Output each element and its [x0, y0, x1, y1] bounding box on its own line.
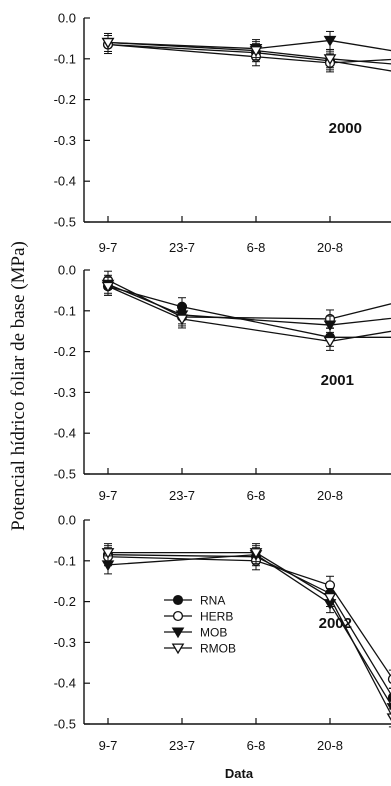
x-tick-label: 6-8	[247, 738, 266, 753]
data-point	[101, 281, 115, 293]
x-tick-label: 23-7	[169, 240, 195, 255]
x-tick-label: 20-8	[317, 240, 343, 255]
data-point	[387, 674, 391, 684]
panel-year-label: 2002	[319, 615, 352, 632]
legend-label: MOB	[200, 626, 227, 640]
data-point	[101, 37, 115, 49]
y-tick-label: -0.2	[54, 344, 76, 359]
x-tick-label: 6-8	[247, 488, 266, 503]
y-tick-label: -0.2	[54, 92, 76, 107]
x-tick-label: 23-7	[169, 738, 195, 753]
data-point	[323, 336, 337, 348]
series-rna-2001	[102, 276, 391, 347]
x-tick-label: 9-7	[99, 488, 118, 503]
series-line	[108, 551, 391, 716]
panel-2002: 0.0-0.1-0.2-0.3-0.4-0.59-723-76-820-83-9…	[54, 513, 391, 753]
x-tick-label: 20-8	[317, 738, 343, 753]
panel-year-label: 2001	[321, 372, 354, 389]
data-point	[323, 54, 337, 66]
series-line	[107, 285, 391, 343]
data-point	[323, 592, 337, 604]
panel-2001: 0.0-0.1-0.2-0.3-0.4-0.59-723-76-820-83-9…	[54, 263, 391, 503]
legend-marker	[172, 594, 184, 606]
series-mob-2001	[101, 274, 391, 335]
legend-item-herb: HERB	[164, 610, 233, 624]
legend-item-mob: MOB	[164, 626, 227, 640]
legend: RNA HERB MOB RMOB	[164, 594, 236, 656]
data-point	[175, 314, 189, 326]
y-tick-label: 0.0	[58, 11, 76, 26]
series-rmob-2002	[101, 543, 391, 728]
y-tick-label: -0.5	[54, 467, 76, 482]
series-line	[107, 283, 391, 326]
y-tick-label: -0.2	[54, 594, 76, 609]
series-rmob-2000	[101, 32, 391, 69]
y-tick-label: -0.4	[54, 174, 76, 189]
series-line	[107, 279, 391, 320]
legend-label: RMOB	[200, 642, 236, 656]
series-line	[107, 39, 391, 52]
x-axis-label: Data	[225, 766, 254, 781]
y-tick-label: -0.3	[54, 385, 76, 400]
data-point	[101, 548, 115, 559]
x-tick-label: 23-7	[169, 488, 195, 503]
data-point	[323, 35, 337, 47]
panel-year-label: 2000	[329, 120, 362, 137]
data-point	[386, 703, 391, 711]
series-rna-2000	[102, 35, 391, 72]
x-tick-label: 20-8	[317, 488, 343, 503]
x-tick-label: 9-7	[99, 240, 118, 255]
series-line	[107, 556, 391, 678]
y-tick-label: -0.5	[54, 215, 76, 230]
y-tick-label: -0.3	[54, 133, 76, 148]
y-tick-label: -0.4	[54, 676, 76, 691]
data-point	[249, 46, 263, 57]
y-tick-label: -0.1	[54, 303, 76, 318]
y-tick-label: -0.5	[54, 717, 76, 732]
legend-label: HERB	[200, 610, 233, 624]
series-line	[107, 285, 391, 338]
legend-item-rmob: RMOB	[164, 642, 236, 656]
legend-marker	[171, 643, 185, 655]
y-tick-label: 0.0	[58, 263, 76, 278]
legend-marker	[172, 610, 184, 622]
data-point	[387, 692, 391, 703]
data-point	[249, 548, 263, 559]
series-line	[107, 43, 391, 72]
series-line	[107, 43, 391, 64]
panels: 0.0-0.1-0.2-0.3-0.4-0.59-723-76-820-83-9…	[54, 11, 391, 753]
series-line	[107, 41, 391, 65]
x-tick-label: 9-7	[99, 738, 118, 753]
y-tick-label: 0.0	[58, 513, 76, 528]
panel-2000: 0.0-0.1-0.2-0.3-0.4-0.59-723-76-820-83-9…	[54, 11, 391, 255]
series-line	[107, 554, 391, 706]
x-tick-label: 6-8	[247, 240, 266, 255]
data-point	[323, 320, 337, 332]
legend-marker	[171, 627, 185, 639]
y-tick-label: -0.3	[54, 635, 76, 650]
y-axis-label: Potencial hídrico foliar de base (MPa)	[8, 241, 29, 531]
series-rmob-2001	[101, 276, 391, 351]
data-point	[386, 713, 391, 721]
legend-item-rna: RNA	[164, 594, 225, 608]
y-tick-label: -0.1	[54, 51, 76, 66]
y-tick-label: -0.4	[54, 426, 76, 441]
legend-label: RNA	[200, 594, 225, 608]
series-herb-2000	[102, 35, 391, 73]
y-tick-label: -0.1	[54, 553, 76, 568]
